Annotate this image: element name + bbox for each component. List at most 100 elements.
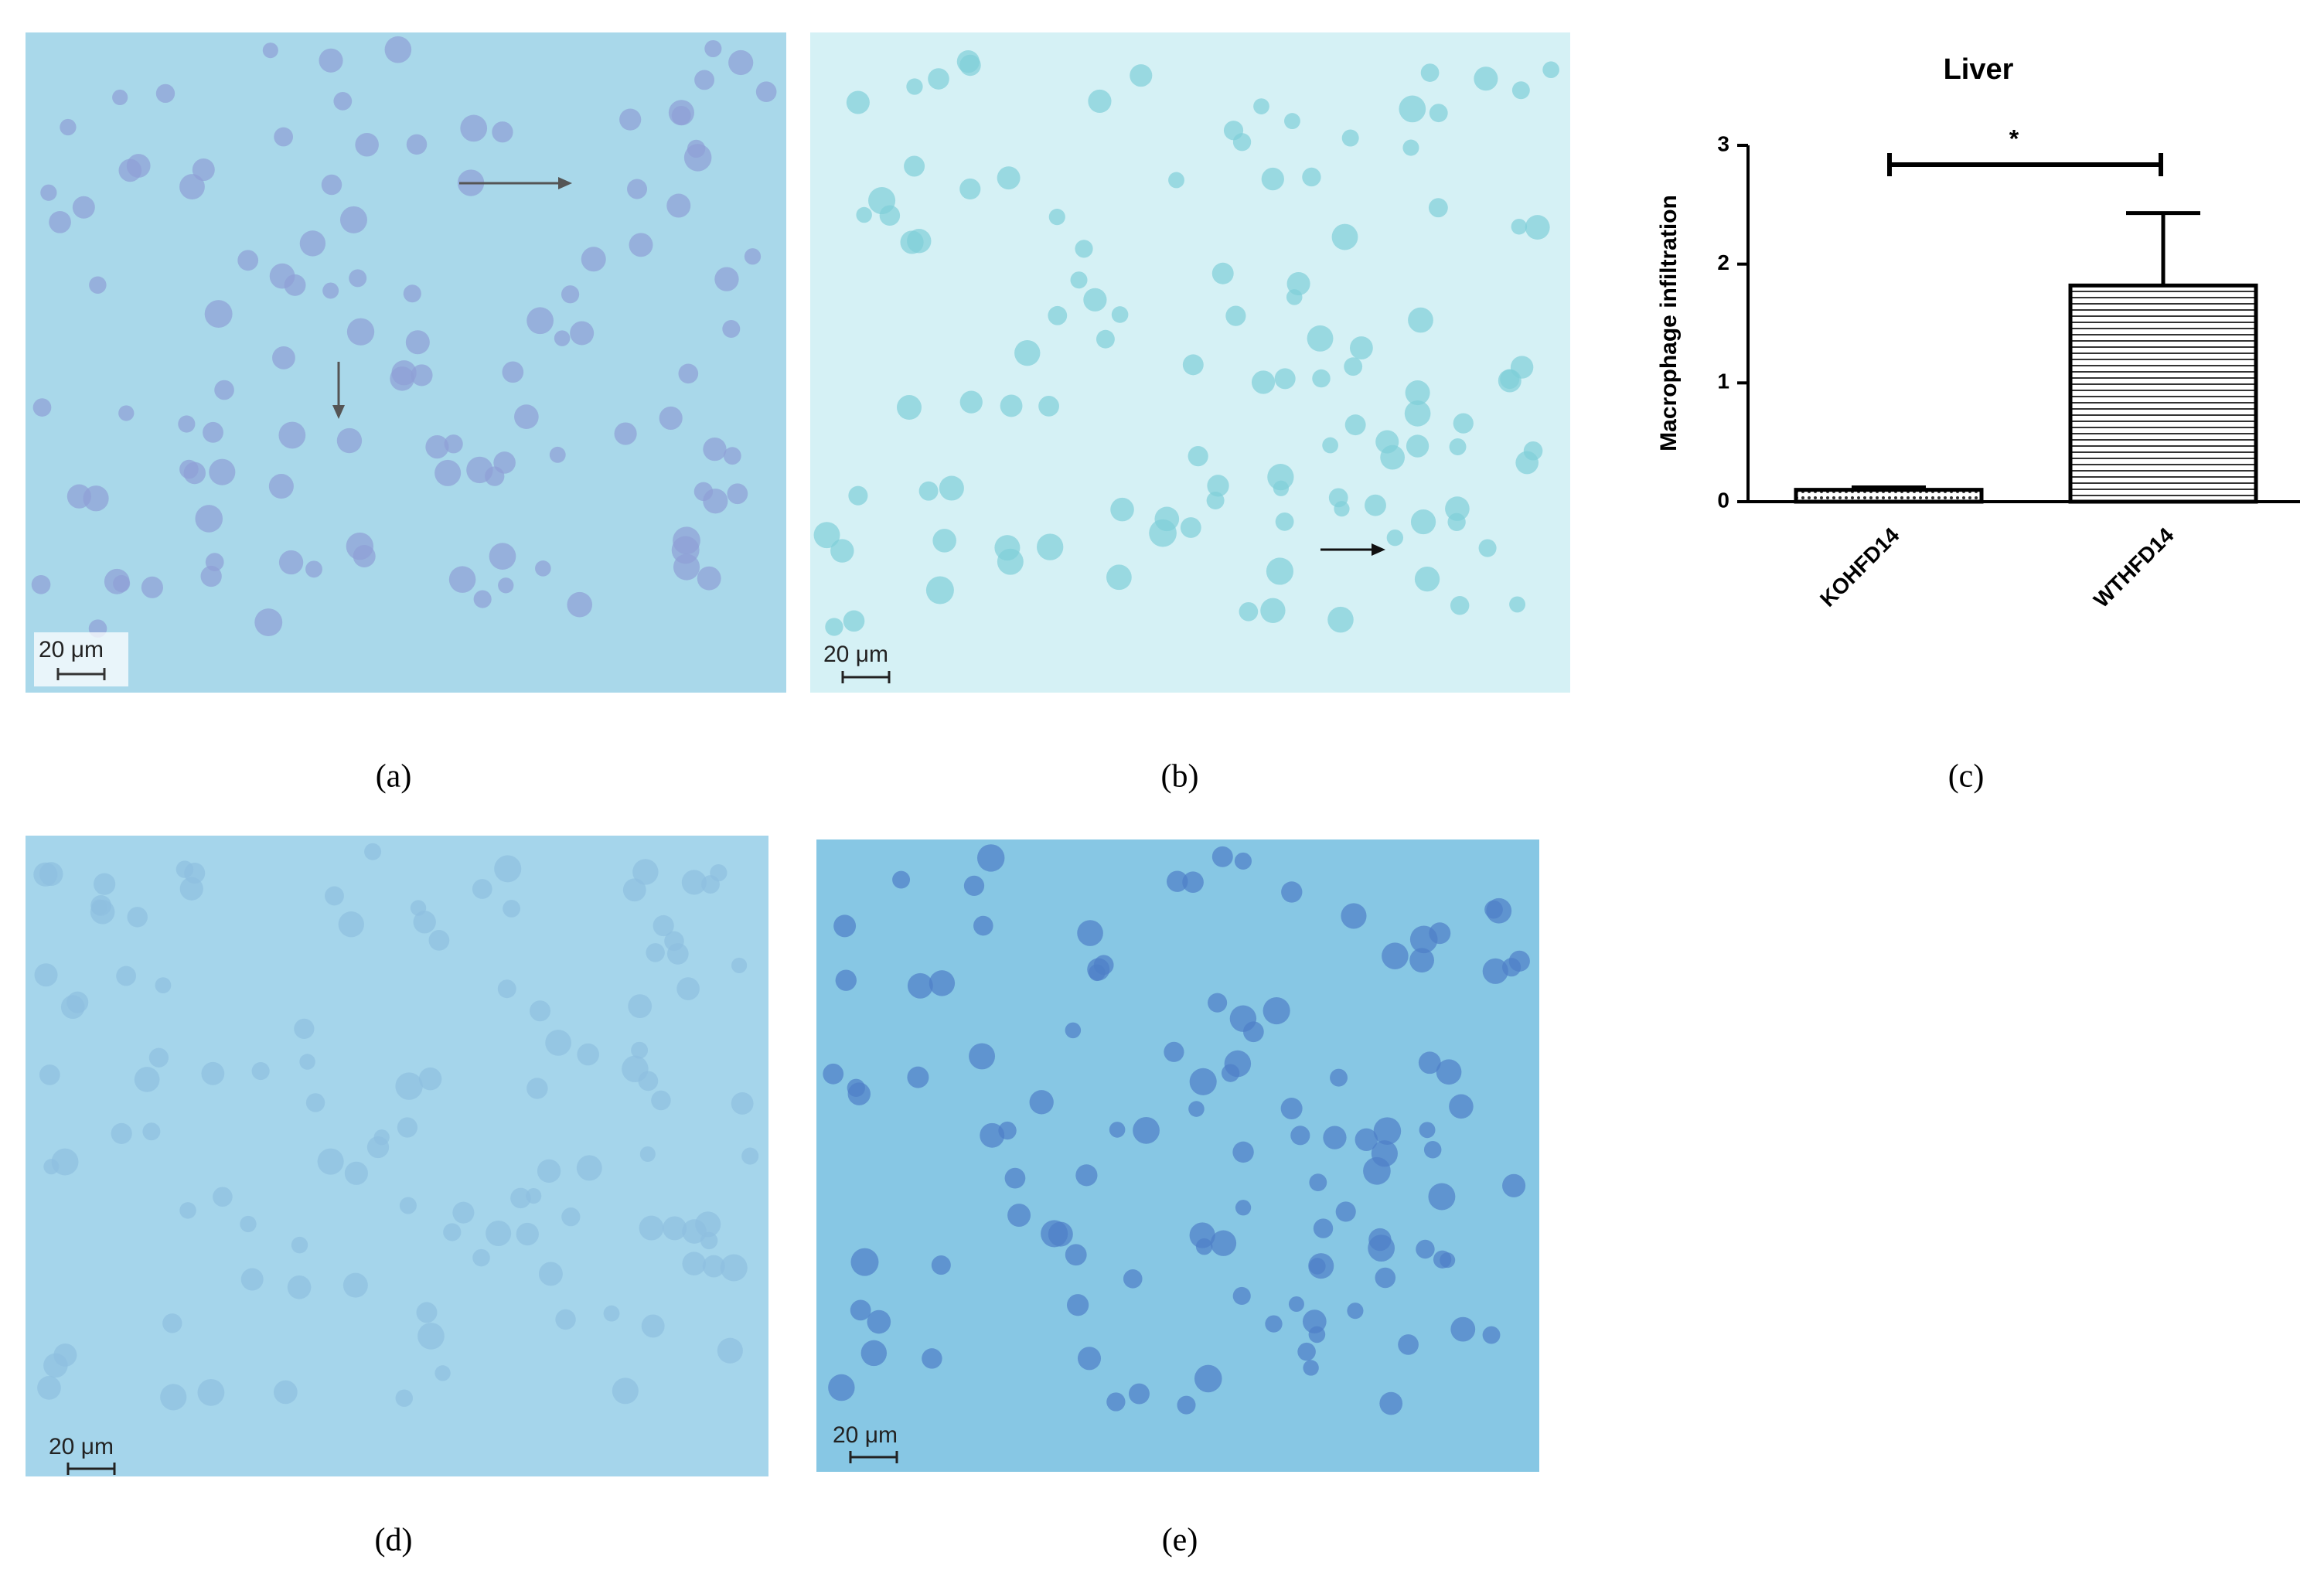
cell <box>1363 1156 1391 1185</box>
cell <box>906 78 923 95</box>
cell <box>1106 1392 1126 1412</box>
cell <box>959 390 983 414</box>
cell <box>118 405 135 421</box>
cell <box>460 114 488 142</box>
cell <box>160 1384 187 1411</box>
cell <box>1130 64 1153 87</box>
cell <box>850 1248 879 1276</box>
cell <box>142 1122 161 1141</box>
cell <box>205 553 224 571</box>
cell <box>291 1236 308 1254</box>
cell <box>104 568 130 594</box>
cell <box>322 282 339 299</box>
cell <box>682 1252 706 1275</box>
cell <box>1188 445 1208 467</box>
cell <box>317 1148 344 1175</box>
cell <box>203 421 223 443</box>
cell <box>1164 1041 1184 1062</box>
cell <box>555 1309 576 1330</box>
y-tick-label: 0 <box>1717 488 1729 512</box>
cell <box>576 1155 602 1181</box>
scale-label: 20 μm <box>823 642 888 667</box>
scale-box <box>34 632 128 686</box>
cell <box>366 1136 390 1159</box>
cell <box>493 451 516 474</box>
cell <box>928 68 949 90</box>
cell <box>305 560 322 578</box>
cell <box>1429 922 1451 945</box>
cell <box>1436 1059 1462 1085</box>
cell <box>1225 305 1246 326</box>
cell <box>1408 307 1433 333</box>
cell <box>549 446 566 463</box>
cell <box>980 1122 1005 1148</box>
cell <box>319 48 343 73</box>
cell <box>268 474 294 499</box>
cell <box>1502 1173 1526 1197</box>
cell <box>1109 1122 1126 1138</box>
cell <box>622 1055 649 1083</box>
cell <box>417 1323 445 1350</box>
cell <box>1386 529 1404 547</box>
cell <box>628 994 653 1019</box>
cell <box>1474 66 1498 91</box>
cell <box>1077 1347 1102 1371</box>
cell <box>703 437 727 461</box>
cell <box>728 49 754 76</box>
cell <box>213 1187 233 1207</box>
cell <box>434 1365 451 1381</box>
cell <box>112 89 128 106</box>
scale-label: 20 μm <box>833 1422 898 1448</box>
y-axis-label: Macrophage infiltration <box>1656 195 1682 451</box>
cell <box>714 267 739 291</box>
cell <box>614 422 637 445</box>
cell <box>666 943 689 965</box>
cell <box>1239 601 1259 622</box>
cell <box>1235 1200 1252 1216</box>
cell <box>60 118 77 136</box>
cell <box>1280 1098 1303 1120</box>
cell <box>710 864 728 882</box>
cell <box>346 318 375 346</box>
cell <box>892 870 911 889</box>
cell <box>1323 1126 1347 1149</box>
cell <box>353 545 376 568</box>
cell <box>1096 329 1115 349</box>
x-tick-label: WTHFD14 <box>2089 523 2179 612</box>
cell <box>848 485 868 506</box>
cell <box>612 1378 639 1405</box>
cell <box>846 90 870 114</box>
cell <box>1168 172 1184 189</box>
cell <box>1420 63 1440 82</box>
cell <box>1509 596 1526 613</box>
cell <box>1210 1230 1237 1256</box>
cell <box>1511 81 1530 100</box>
cell <box>1302 167 1321 187</box>
cell <box>1274 368 1296 390</box>
cell <box>1335 1201 1356 1222</box>
cell <box>1414 566 1440 592</box>
cell <box>922 1348 942 1369</box>
cell <box>294 1018 315 1039</box>
cell <box>939 475 964 501</box>
cell <box>1542 61 1559 79</box>
cell <box>1284 113 1300 129</box>
cell <box>1260 598 1286 623</box>
panel-label: (e) <box>1162 1523 1198 1558</box>
cell <box>998 1121 1017 1140</box>
scale-bar <box>66 1463 116 1475</box>
cell <box>963 875 985 897</box>
cell <box>561 1207 581 1227</box>
cell <box>900 230 924 254</box>
cell <box>1266 557 1294 585</box>
significance-bracket <box>1887 153 2163 176</box>
cell <box>240 1215 257 1233</box>
cell <box>413 911 436 934</box>
cell <box>835 969 857 991</box>
cell <box>741 1147 759 1165</box>
cell <box>744 248 762 265</box>
cell <box>959 178 981 200</box>
cell <box>1167 870 1188 892</box>
bar <box>1794 488 1984 504</box>
cell <box>342 1272 368 1298</box>
